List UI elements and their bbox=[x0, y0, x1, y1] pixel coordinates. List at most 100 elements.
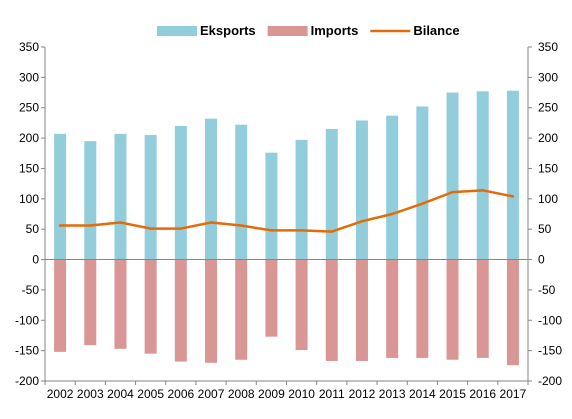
point-bilance-2017 bbox=[511, 195, 515, 198]
bar-eksports-2011 bbox=[325, 128, 338, 260]
bar-imports-2017 bbox=[506, 259, 519, 366]
xtick-label-2004: 2004 bbox=[107, 387, 134, 401]
point-bilance-2010 bbox=[300, 229, 303, 232]
point-bilance-2007 bbox=[209, 221, 213, 224]
point-bilance-2016 bbox=[481, 189, 484, 192]
bar-imports-2007 bbox=[205, 259, 218, 363]
bar-eksports-2004 bbox=[114, 133, 127, 260]
bars-layer bbox=[54, 90, 519, 366]
bar-eksports-2005 bbox=[144, 135, 157, 260]
bar-eksports-2014 bbox=[416, 106, 429, 260]
ytick-label-right-250: 250 bbox=[538, 101, 558, 115]
xtick-label-2013: 2013 bbox=[379, 387, 406, 401]
bar-eksports-2006 bbox=[174, 125, 187, 260]
ytick-label-right--150: -150 bbox=[538, 344, 562, 358]
line-layer bbox=[58, 189, 515, 233]
bar-eksports-2016 bbox=[476, 91, 489, 260]
point-bilance-2008 bbox=[240, 224, 243, 227]
point-bilance-2012 bbox=[360, 220, 364, 223]
bar-imports-2014 bbox=[416, 259, 429, 358]
ytick-label-left--200: -200 bbox=[15, 374, 39, 388]
xtick-label-2014: 2014 bbox=[409, 387, 436, 401]
point-bilance-2005 bbox=[149, 227, 152, 230]
ytick-label-right-300: 300 bbox=[538, 70, 558, 84]
bar-imports-2015 bbox=[446, 259, 459, 360]
legend-item-imports: Imports bbox=[267, 23, 359, 38]
bar-imports-2006 bbox=[174, 259, 187, 362]
xtick-label-2005: 2005 bbox=[137, 387, 164, 401]
ytick-label-left-350: 350 bbox=[19, 40, 39, 54]
bar-imports-2013 bbox=[386, 259, 399, 358]
bar-imports-2003 bbox=[84, 259, 97, 346]
bar-eksports-2003 bbox=[84, 141, 97, 260]
bar-imports-2008 bbox=[235, 259, 248, 360]
bar-eksports-2010 bbox=[295, 139, 308, 260]
point-bilance-2002 bbox=[58, 224, 62, 227]
legend-swatch-eksports bbox=[157, 26, 197, 36]
ytick-label-right-200: 200 bbox=[538, 131, 558, 145]
legend-item-bilance: Bilance bbox=[370, 23, 460, 38]
xtick-label-2007: 2007 bbox=[198, 387, 225, 401]
point-bilance-2004 bbox=[119, 221, 122, 224]
bar-eksports-2002 bbox=[54, 133, 67, 260]
legend-label-eksports: Eksports bbox=[200, 23, 256, 38]
xtick-label-2011: 2011 bbox=[319, 387, 345, 401]
legend-label-imports: Imports bbox=[311, 23, 359, 38]
legend-swatch-imports bbox=[267, 26, 308, 36]
ytick-label-right--50: -50 bbox=[538, 283, 556, 297]
ytick-label-left-100: 100 bbox=[19, 192, 39, 206]
ytick-label-left-0: 0 bbox=[32, 253, 39, 267]
point-bilance-2009 bbox=[270, 229, 273, 232]
ytick-label-right-0: 0 bbox=[538, 253, 545, 267]
bar-imports-2004 bbox=[114, 259, 127, 349]
ytick-label-right--200: -200 bbox=[538, 374, 562, 388]
xtick-label-2003: 2003 bbox=[77, 387, 104, 401]
xtick-label-2006: 2006 bbox=[167, 387, 194, 401]
legend: Eksports Imports Bilance bbox=[157, 23, 460, 38]
ytick-label-left--100: -100 bbox=[15, 313, 39, 327]
point-bilance-2011 bbox=[330, 230, 333, 233]
ytick-label-right--100: -100 bbox=[538, 313, 562, 327]
bar-imports-2016 bbox=[476, 259, 489, 358]
bar-imports-2010 bbox=[295, 259, 308, 351]
ytick-label-left-50: 50 bbox=[26, 222, 40, 236]
ytick-label-left-300: 300 bbox=[19, 70, 39, 84]
bar-imports-2002 bbox=[54, 259, 67, 352]
ytick-label-left-250: 250 bbox=[19, 101, 39, 115]
xtick-label-2015: 2015 bbox=[439, 387, 466, 401]
bar-eksports-2015 bbox=[446, 92, 459, 260]
ytick-label-right-100: 100 bbox=[538, 192, 558, 206]
xtick-label-2016: 2016 bbox=[469, 387, 496, 401]
bar-eksports-2013 bbox=[386, 115, 399, 260]
ytick-label-left--150: -150 bbox=[15, 344, 39, 358]
bar-imports-2009 bbox=[265, 259, 278, 337]
xtick-label-2008: 2008 bbox=[228, 387, 255, 401]
xtick-label-2012: 2012 bbox=[349, 387, 376, 401]
point-bilance-2015 bbox=[451, 190, 454, 194]
bar-imports-2012 bbox=[355, 259, 368, 361]
xtick-label-2009: 2009 bbox=[258, 387, 285, 401]
point-bilance-2013 bbox=[390, 212, 394, 216]
ytick-label-right-50: 50 bbox=[538, 222, 552, 236]
ytick-label-right-150: 150 bbox=[538, 161, 558, 175]
bar-imports-2005 bbox=[144, 259, 157, 354]
ytick-label-left-150: 150 bbox=[19, 161, 39, 175]
xtick-label-2017: 2017 bbox=[500, 387, 527, 401]
point-bilance-2014 bbox=[421, 202, 424, 205]
series-line-bilance bbox=[58, 189, 515, 233]
bar-eksports-2008 bbox=[235, 124, 248, 260]
ytick-label-left-200: 200 bbox=[19, 131, 39, 145]
xtick-label-2010: 2010 bbox=[288, 387, 315, 401]
point-bilance-2006 bbox=[179, 227, 183, 230]
bar-eksports-2007 bbox=[205, 118, 218, 260]
legend-label-bilance: Bilance bbox=[413, 23, 459, 38]
xtick-label-2002: 2002 bbox=[47, 387, 74, 401]
legend-item-eksports: Eksports bbox=[157, 23, 256, 38]
bar-imports-2011 bbox=[325, 259, 338, 361]
point-bilance-2003 bbox=[89, 224, 92, 227]
bar-eksports-2017 bbox=[506, 90, 519, 260]
ytick-label-left--50: -50 bbox=[22, 283, 40, 297]
